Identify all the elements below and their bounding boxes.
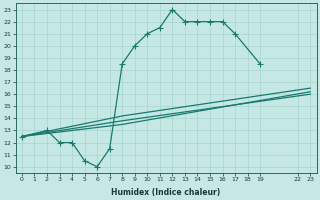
X-axis label: Humidex (Indice chaleur): Humidex (Indice chaleur): [111, 188, 221, 197]
